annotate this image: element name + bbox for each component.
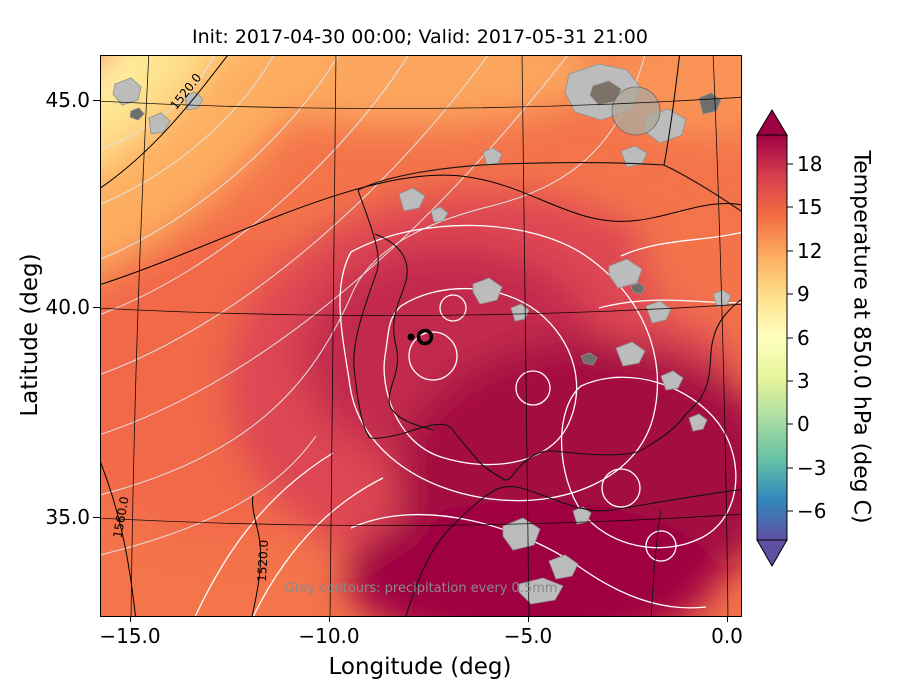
parallel-35 [101, 513, 741, 526]
y-tick-mark [93, 307, 100, 308]
colorbar-tick-label: 9 [797, 282, 810, 306]
coastlines-borders [353, 56, 741, 616]
location-marker [407, 328, 434, 346]
meridian-minus15 [130, 56, 150, 616]
x-tick-label: −10.0 [298, 624, 360, 648]
colorbar-tick-label: −6 [797, 499, 827, 523]
x-tick-label: 0.0 [711, 624, 743, 648]
y-axis-label: Latitude (deg) [17, 253, 43, 417]
y-tick-label: 40.0 [45, 295, 90, 319]
colorbar-gradient-bar [756, 134, 788, 541]
x-tick-mark [329, 615, 330, 622]
parallel-45 [101, 96, 741, 109]
x-axis-label: Longitude (deg) [328, 654, 512, 680]
coastline-iberia-north [357, 162, 665, 191]
colorbar-tick-marks [787, 163, 793, 512]
colorbar-tick-label: 6 [797, 326, 810, 350]
x-tick-mark [130, 615, 131, 622]
colorbar-tick-label: 3 [797, 369, 810, 393]
x-tick-label: −15.0 [99, 624, 161, 648]
x-tick-label: −5.0 [503, 624, 553, 648]
light-temperature-contours [101, 56, 646, 556]
temperature-field-layer [101, 56, 741, 616]
colorbar-tick-label: −3 [797, 456, 827, 480]
geopotential-contour-label-south: 1520.0 [255, 539, 271, 582]
colorbar-extend-min-arrow [756, 539, 788, 568]
border-pyrenees [663, 164, 741, 212]
colorbar-tick-label: 12 [797, 239, 823, 263]
border-portugal-spain [374, 233, 434, 431]
y-tick-mark [93, 100, 100, 101]
y-tick-label: 35.0 [45, 505, 90, 529]
coastline-france-west [663, 56, 680, 166]
precipitation-annotation: Grey contours: precipitation every 0.5mm [284, 581, 557, 596]
colorbar-axis-label: Temperature at 850.0 hPa (deg C) [848, 150, 874, 524]
meridian-0 [712, 56, 729, 616]
coastline-spain-mediterranean [504, 299, 741, 481]
x-tick-mark [727, 615, 728, 622]
precipitation-patches [112, 63, 732, 605]
colorbar [756, 109, 793, 568]
map-canvas: 1520.0 1560.0 1520.0 [101, 56, 741, 616]
x-tick-mark [528, 615, 529, 622]
geopotential-contours [101, 56, 741, 616]
parallel-40 [101, 303, 741, 316]
colorbar-tick-label: 18 [797, 152, 823, 176]
colorbar-tick-label: 15 [797, 195, 823, 219]
y-tick-mark [93, 517, 100, 518]
plot-title: Init: 2017-04-30 00:00; Valid: 2017-05-3… [192, 26, 648, 48]
y-tick-label: 45.0 [45, 88, 90, 112]
colorbar-extend-max-arrow [756, 109, 788, 136]
coastline-north-africa [405, 485, 741, 616]
map-plot-area: 1520.0 1560.0 1520.0 [100, 55, 742, 617]
colorbar-tick-label: 0 [797, 412, 810, 436]
coastline-iberia-southwest [353, 189, 506, 481]
